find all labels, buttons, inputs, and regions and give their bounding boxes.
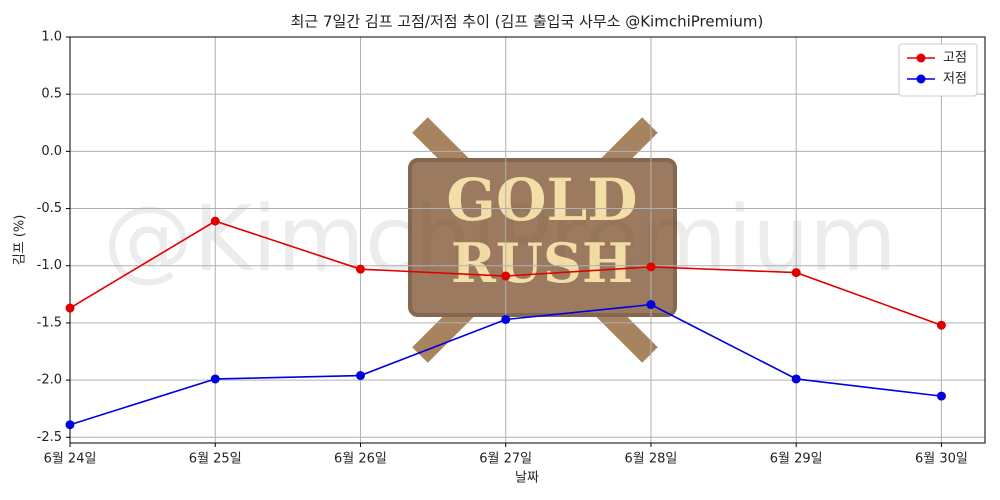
y-tick-label: -1.0 [37,258,62,273]
logo: GOLD RUSH [408,117,677,363]
y-tick-label: 1.0 [41,30,62,45]
data-point [210,374,220,384]
legend-label: 고점 [943,51,967,66]
x-axis-label: 날짜 [515,471,539,486]
y-axis-label: 김프 (%) [13,215,28,266]
data-point [646,262,656,272]
x-tick-label: 6월 25일 [189,452,242,467]
data-point [936,391,946,401]
x-tick-label: 6월 28일 [625,452,678,467]
y-tick-label: -2.5 [37,430,62,445]
data-point [501,271,511,281]
data-point [355,264,365,274]
legend-marker [916,53,926,63]
x-tick-label: 6월 29일 [770,452,823,467]
x-tick-label: 6월 27일 [479,452,532,467]
data-point [936,320,946,330]
x-tick-label: 6월 24일 [44,452,97,467]
legend-marker [916,74,926,84]
data-point [791,268,801,278]
x-tick-label: 6월 26일 [334,452,387,467]
plot-frame [69,36,986,444]
y-tick-label: 0.0 [41,144,62,159]
data-point [355,371,365,381]
x-tick-label: 6월 30일 [915,452,968,467]
y-tick-label: -2.0 [37,373,62,388]
data-point [65,303,75,313]
data-point [210,216,220,226]
data-point [501,314,511,324]
logo-text: RUSH [451,231,633,295]
y-tick-label: 0.5 [41,87,62,102]
data-point [65,420,75,430]
data-point [791,374,801,384]
legend-label: 저점 [943,72,967,87]
y-tick-label: -0.5 [37,201,62,216]
y-tick-label: -1.5 [37,315,62,330]
logo-text: GOLD [446,166,637,234]
chart-title: 최근 7일간 김프 고점/저점 추이 (김프 출입국 사무소 @KimchiPr… [291,13,764,31]
data-point [646,300,656,310]
